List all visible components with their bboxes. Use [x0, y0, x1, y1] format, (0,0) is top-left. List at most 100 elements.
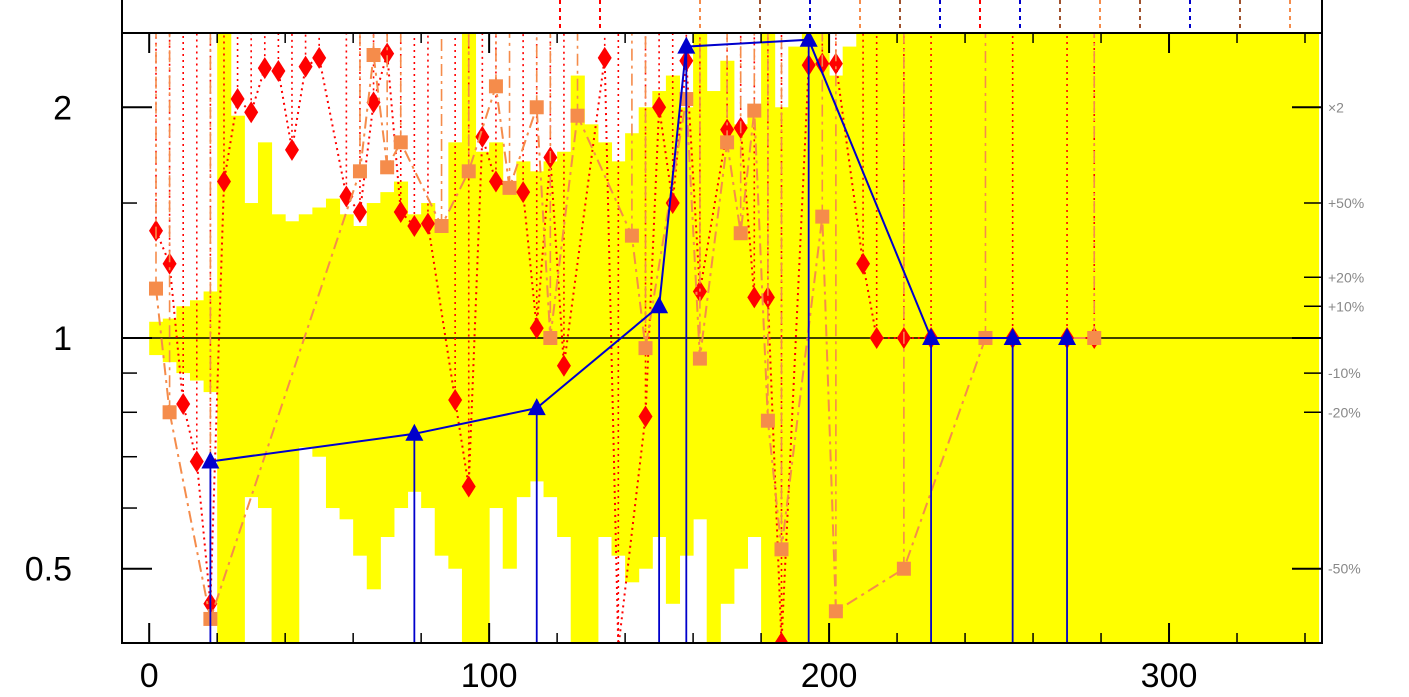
data-point	[488, 79, 503, 94]
data-point	[799, 33, 818, 47]
x-tick-label: 300	[1141, 657, 1198, 695]
band-bin	[339, 214, 354, 520]
band-bin	[829, 75, 844, 643]
data-point	[216, 170, 231, 193]
band-bin	[325, 198, 341, 509]
data-point	[488, 170, 503, 193]
band-bin	[774, 107, 789, 643]
data-point	[407, 215, 422, 238]
data-point	[1087, 331, 1102, 345]
data-point	[815, 209, 830, 224]
top-panel-strip	[121, 0, 1323, 33]
series-layer	[148, 33, 1102, 643]
data-point	[339, 185, 354, 208]
band-bin	[475, 151, 490, 643]
data-point	[420, 212, 435, 235]
data-point	[448, 389, 463, 412]
data-point	[638, 405, 653, 428]
data-point	[271, 60, 286, 83]
data-point	[760, 413, 775, 428]
right-percent-label: +50%	[1328, 195, 1364, 211]
y-tick-label: 0.5	[25, 551, 72, 589]
series-triangle	[201, 33, 1077, 643]
data-point	[461, 164, 476, 179]
band-bin	[434, 230, 449, 556]
band-bin	[597, 142, 613, 537]
y-tick-label: 2	[53, 89, 72, 127]
band-bin	[271, 214, 286, 643]
x-tick-label: 100	[461, 657, 518, 695]
data-point	[1003, 328, 1022, 345]
band-bin	[747, 107, 762, 537]
axes: 0 100 200 300 0.5 1 2 ×2 +50% +20% +10% -10% -20% -50…	[25, 33, 1364, 695]
band-bin	[176, 306, 191, 374]
data-point	[461, 475, 476, 498]
data-point	[230, 88, 245, 111]
band-bin	[298, 214, 313, 448]
data-point	[380, 160, 395, 175]
data-point	[475, 125, 490, 148]
band-bin	[625, 133, 640, 583]
band-bin	[788, 46, 803, 643]
data-point	[352, 164, 367, 179]
band-bin	[584, 124, 599, 643]
data-point	[922, 328, 941, 345]
data-point	[366, 91, 381, 114]
data-point	[774, 632, 789, 643]
data-point	[352, 201, 367, 224]
data-point	[516, 181, 531, 204]
data-point	[720, 118, 735, 141]
data-point	[366, 48, 381, 63]
right-percent-label: -10%	[1328, 365, 1361, 381]
data-point	[650, 296, 669, 314]
data-point	[556, 354, 571, 377]
band-bin	[706, 91, 721, 643]
band-bin	[720, 60, 735, 604]
data-point	[747, 286, 762, 309]
data-point	[896, 561, 911, 576]
band-bin	[842, 46, 857, 643]
data-point	[162, 405, 177, 420]
data-point	[747, 103, 762, 118]
data-point	[529, 100, 544, 115]
data-point	[189, 450, 204, 473]
band-bin	[257, 142, 273, 509]
data-point	[380, 42, 395, 65]
data-point	[624, 228, 639, 243]
data-point	[856, 252, 871, 275]
data-point	[720, 135, 735, 150]
band-bin	[516, 161, 531, 498]
data-point	[529, 317, 544, 340]
band-bin	[489, 142, 504, 509]
data-point	[869, 327, 884, 349]
right-percent-label: +10%	[1328, 298, 1364, 314]
data-point	[393, 201, 408, 224]
band-bin	[366, 203, 381, 590]
data-point	[1058, 328, 1077, 345]
band-bin	[380, 192, 395, 537]
x-tick-label: 0	[140, 657, 159, 695]
data-point	[677, 36, 696, 54]
x-tick-label: 200	[801, 657, 858, 695]
data-point	[774, 542, 789, 557]
data-point	[597, 46, 612, 69]
data-point	[148, 281, 163, 296]
data-point	[257, 57, 272, 80]
band-bin	[502, 181, 517, 569]
data-point	[543, 331, 558, 345]
series-square	[148, 33, 1102, 626]
data-point	[828, 604, 843, 619]
data-point	[502, 180, 517, 195]
data-point	[284, 138, 299, 161]
data-point	[527, 398, 546, 416]
band-bin	[285, 221, 300, 643]
band-bin	[407, 214, 422, 492]
data-point	[638, 341, 653, 356]
right-percent-label: ×2	[1328, 99, 1344, 115]
data-point	[828, 52, 843, 75]
data-point	[312, 46, 327, 69]
data-point	[760, 286, 775, 309]
band-bin	[230, 115, 245, 643]
data-point	[733, 226, 748, 241]
